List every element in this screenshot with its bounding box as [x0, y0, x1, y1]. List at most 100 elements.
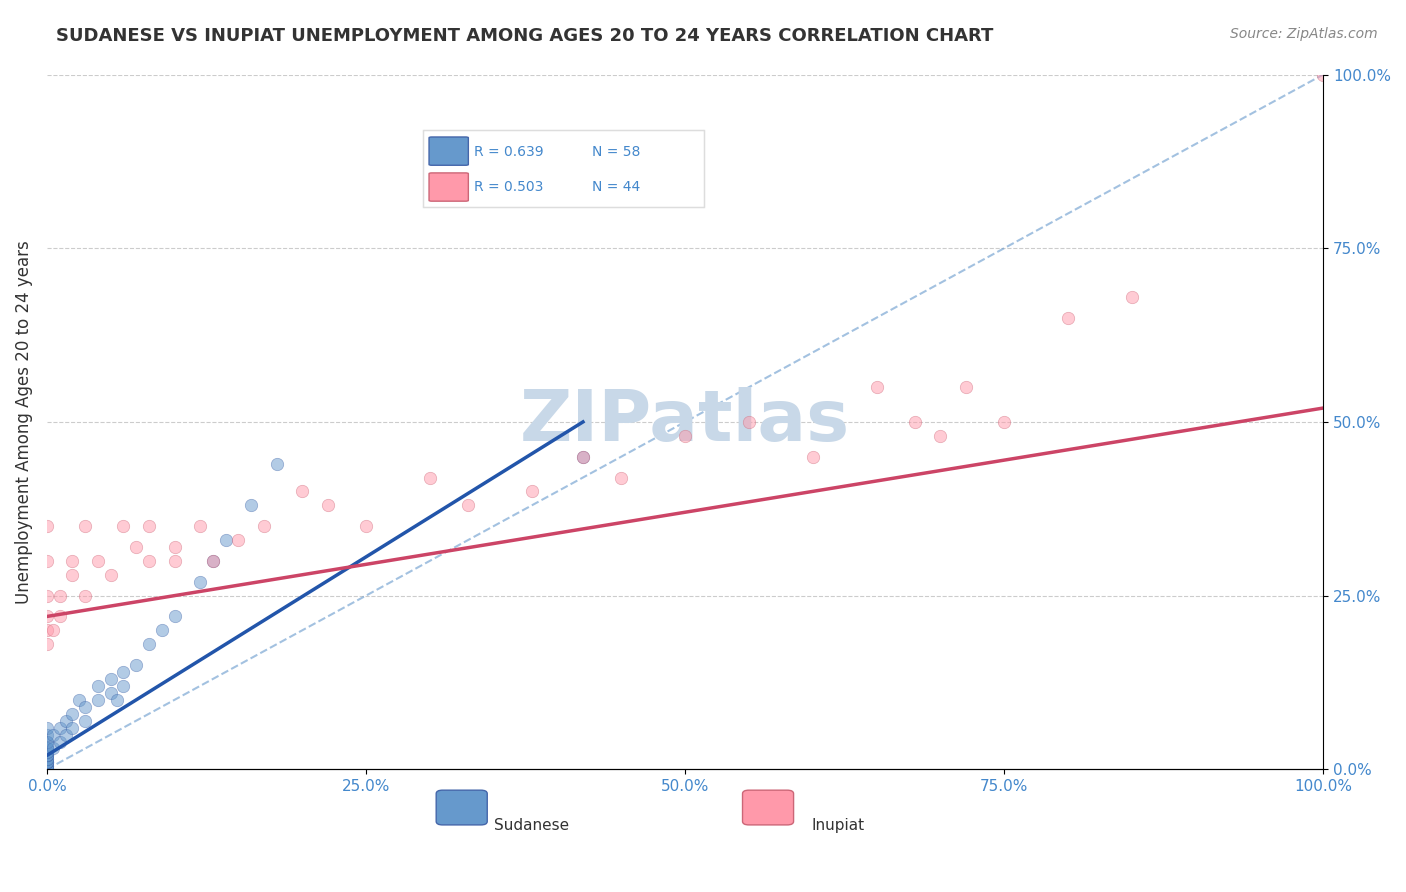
Point [35, 762, 58, 776]
Point [112, 679, 135, 693]
Point [35, 609, 58, 624]
Point [163, 609, 186, 624]
Point [35, 762, 58, 776]
Point [125, 540, 148, 554]
FancyBboxPatch shape [436, 790, 488, 825]
Text: SUDANESE VS INUPIAT UNEMPLOYMENT AMONG AGES 20 TO 24 YEARS CORRELATION CHART: SUDANESE VS INUPIAT UNEMPLOYMENT AMONG A… [56, 27, 994, 45]
Point [138, 554, 160, 568]
Point [35, 741, 58, 756]
Point [35, 741, 58, 756]
Point [865, 380, 887, 394]
Point [610, 470, 633, 484]
Point [48, 609, 70, 624]
Point [75, 699, 97, 714]
Point [201, 554, 224, 568]
Point [112, 519, 135, 533]
Point [35, 734, 58, 748]
Point [520, 484, 543, 499]
Point [35, 752, 58, 766]
Point [48, 721, 70, 735]
Point [62, 721, 84, 735]
FancyBboxPatch shape [742, 790, 793, 825]
Point [55, 714, 77, 728]
Point [240, 498, 263, 512]
Point [214, 533, 236, 547]
Point [673, 429, 696, 443]
Point [100, 686, 122, 700]
Point [35, 624, 58, 638]
Y-axis label: Unemployment Among Ages 20 to 24 years: Unemployment Among Ages 20 to 24 years [15, 240, 32, 604]
Point [35, 748, 58, 763]
Point [572, 450, 595, 464]
Point [138, 637, 160, 651]
Point [62, 706, 84, 721]
Point [35, 752, 58, 766]
Point [457, 498, 479, 512]
Point [35, 762, 58, 776]
Point [316, 498, 339, 512]
Point [62, 567, 84, 582]
Point [266, 457, 288, 471]
Text: ZIPatlas: ZIPatlas [520, 387, 851, 457]
Point [801, 450, 824, 464]
Point [35, 762, 58, 776]
Point [955, 380, 977, 394]
Point [75, 589, 97, 603]
Point [35, 748, 58, 763]
Point [993, 415, 1015, 429]
Point [48, 589, 70, 603]
Text: Sudanese: Sudanese [495, 818, 569, 833]
Point [35, 762, 58, 776]
Point [35, 589, 58, 603]
Point [42, 741, 65, 756]
Point [112, 665, 135, 679]
Point [42, 624, 65, 638]
Point [35, 762, 58, 776]
Point [35, 756, 58, 770]
Point [35, 745, 58, 759]
Point [163, 540, 186, 554]
Point [35, 637, 58, 651]
Point [929, 429, 952, 443]
Point [291, 484, 314, 499]
Point [35, 756, 58, 770]
Point [62, 554, 84, 568]
Point [188, 574, 211, 589]
Point [42, 728, 65, 742]
Point [228, 533, 250, 547]
Point [1312, 68, 1334, 82]
Point [35, 762, 58, 776]
Point [87, 679, 110, 693]
Point [738, 415, 761, 429]
Point [35, 756, 58, 770]
Point [35, 759, 58, 773]
Point [35, 745, 58, 759]
Point [1057, 310, 1080, 325]
Point [35, 741, 58, 756]
Point [35, 762, 58, 776]
Point [35, 734, 58, 748]
Point [75, 714, 97, 728]
Point [48, 734, 70, 748]
Point [35, 756, 58, 770]
Point [419, 470, 441, 484]
Point [55, 728, 77, 742]
Point [201, 554, 224, 568]
Point [35, 519, 58, 533]
Point [87, 554, 110, 568]
Point [35, 748, 58, 763]
Point [35, 759, 58, 773]
Point [105, 693, 128, 707]
Point [904, 415, 927, 429]
Point [100, 672, 122, 686]
Point [75, 519, 97, 533]
Point [35, 762, 58, 776]
Point [163, 554, 186, 568]
Point [35, 721, 58, 735]
Point [150, 624, 173, 638]
Point [100, 567, 122, 582]
Point [354, 519, 377, 533]
Point [35, 728, 58, 742]
Point [1121, 290, 1143, 304]
Point [87, 693, 110, 707]
